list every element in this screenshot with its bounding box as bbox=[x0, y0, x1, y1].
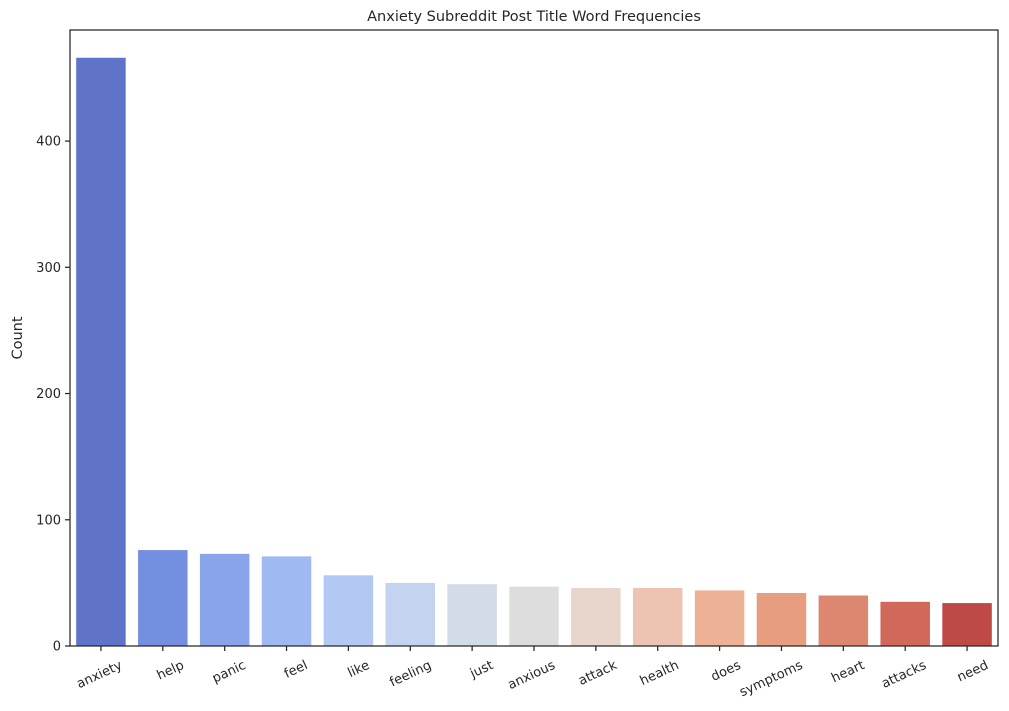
bar-heart bbox=[818, 595, 869, 646]
x-tick-label-feeling: feeling bbox=[387, 658, 433, 690]
x-tick-label-panic: panic bbox=[210, 658, 248, 686]
bar-like bbox=[323, 575, 374, 646]
chart-title: Anxiety Subreddit Post Title Word Freque… bbox=[367, 9, 701, 25]
x-tick-label-health: health bbox=[638, 658, 682, 689]
x-tick-label-symptoms: symptoms bbox=[737, 658, 805, 700]
bar-symptoms bbox=[756, 592, 807, 646]
y-tick-label: 300 bbox=[36, 261, 61, 276]
bar-feel bbox=[261, 556, 312, 646]
bar-attack bbox=[571, 587, 621, 646]
bars bbox=[76, 57, 992, 646]
x-tick-label-like: like bbox=[346, 658, 373, 681]
y-tick-label: 200 bbox=[36, 387, 61, 402]
y-tick-label: 0 bbox=[53, 640, 61, 655]
x-tick-label-just: just bbox=[467, 658, 496, 682]
bar-does bbox=[694, 590, 745, 646]
x-tick-label-attacks: attacks bbox=[879, 658, 929, 692]
bar-anxious bbox=[509, 586, 559, 646]
x-tick-label-need: need bbox=[955, 658, 991, 685]
plot-frame bbox=[69, 29, 999, 647]
x-tick-label-anxiety: anxiety bbox=[74, 658, 124, 692]
x-tick-label-attack: attack bbox=[576, 658, 620, 689]
bar-need bbox=[942, 603, 992, 646]
bar-anxiety bbox=[76, 57, 126, 646]
x-tick-label-anxious: anxious bbox=[506, 658, 558, 693]
y-tick-label: 100 bbox=[36, 513, 61, 528]
x-axis-ticks: anxiety help panic feel like feeling just anxio… bbox=[74, 646, 991, 700]
x-tick-label-heart: heart bbox=[829, 658, 867, 686]
bar-just bbox=[447, 584, 497, 646]
bar-feeling bbox=[385, 582, 436, 646]
bar-panic bbox=[199, 553, 250, 646]
y-axis-ticks: 0 100 200 300 400 bbox=[36, 135, 70, 655]
bar-help bbox=[138, 550, 188, 646]
y-axis-title: Count bbox=[10, 316, 26, 359]
x-tick-label-help: help bbox=[155, 658, 187, 683]
bar-attacks bbox=[880, 601, 930, 646]
x-tick-label-does: does bbox=[709, 658, 744, 685]
x-tick-label-feel: feel bbox=[282, 658, 310, 682]
bar-health bbox=[632, 587, 683, 646]
y-tick-label: 400 bbox=[36, 135, 61, 150]
